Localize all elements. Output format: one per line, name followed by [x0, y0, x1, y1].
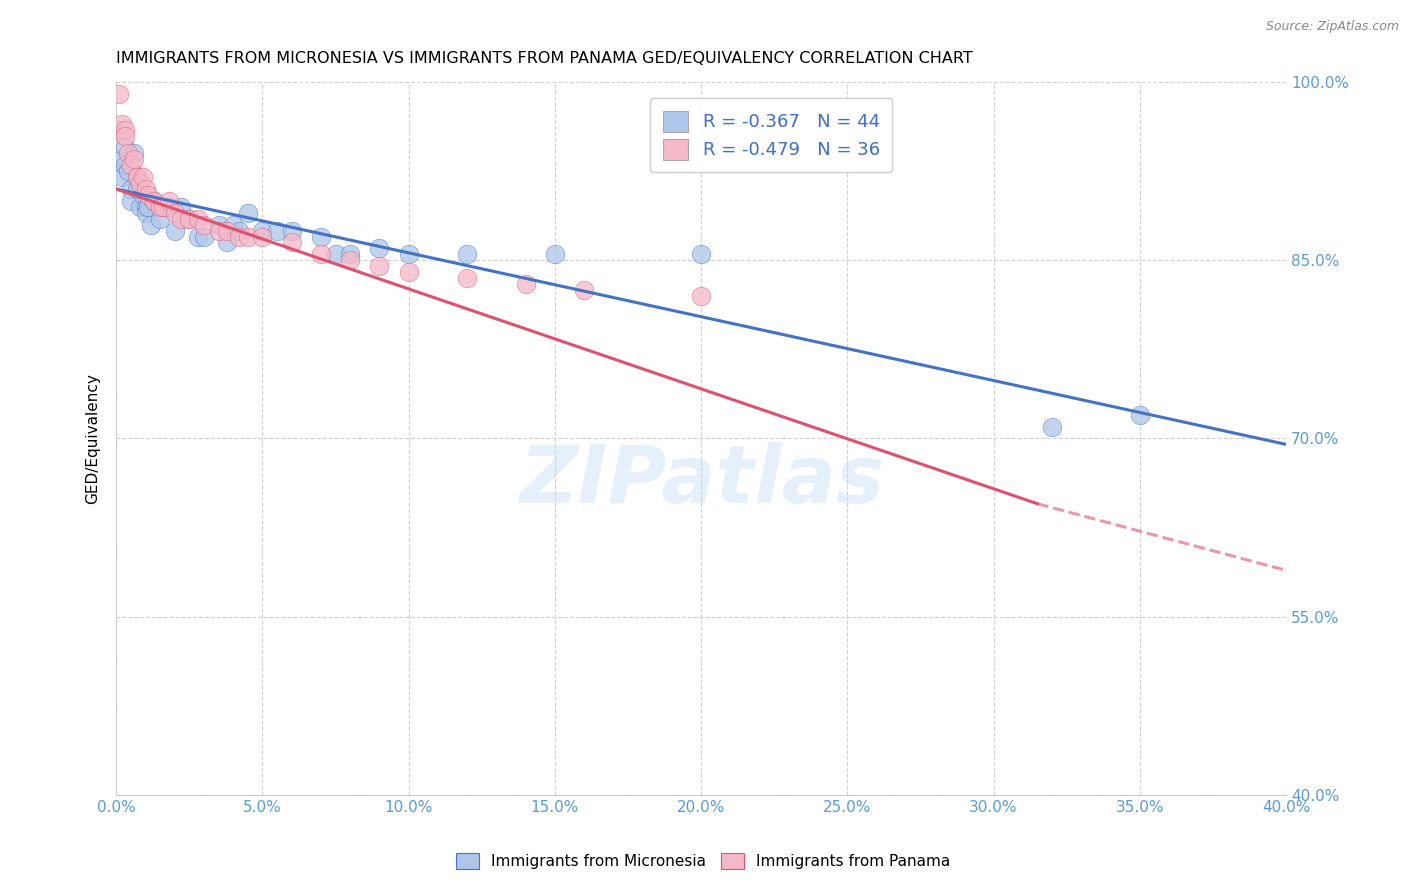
Point: [111, 153, 134, 167]
Point: [114, 128, 136, 143]
Point: [339, 247, 361, 261]
Point: [128, 200, 150, 214]
Point: [266, 223, 288, 237]
Point: [157, 200, 180, 214]
Point: [149, 211, 172, 226]
Point: [134, 182, 156, 196]
Point: [252, 229, 274, 244]
Point: [163, 223, 186, 237]
Point: [108, 87, 131, 101]
Point: [111, 170, 134, 185]
Point: [169, 200, 191, 214]
Point: [193, 229, 215, 244]
Point: [309, 229, 332, 244]
Point: [163, 206, 186, 220]
Point: [1129, 408, 1152, 422]
Point: [572, 283, 595, 297]
Point: [125, 182, 148, 196]
Point: [169, 211, 191, 226]
Text: IMMIGRANTS FROM MICRONESIA VS IMMIGRANTS FROM PANAMA GED/EQUIVALENCY CORRELATION: IMMIGRANTS FROM MICRONESIA VS IMMIGRANTS…: [117, 51, 973, 66]
Point: [339, 253, 361, 268]
Point: [217, 223, 239, 237]
Point: [222, 218, 245, 232]
Point: [207, 218, 229, 232]
Point: [143, 194, 166, 208]
Point: [690, 247, 713, 261]
Point: [128, 176, 150, 190]
Point: [309, 247, 332, 261]
Point: [125, 170, 148, 185]
Point: [280, 223, 302, 237]
Point: [228, 229, 250, 244]
Point: [114, 140, 136, 154]
Point: [157, 194, 180, 208]
Point: [122, 146, 145, 161]
Point: [280, 235, 302, 250]
Point: [108, 122, 131, 136]
Point: [152, 200, 174, 214]
Point: [1040, 419, 1063, 434]
Legend: R = -0.367   N = 44, R = -0.479   N = 36: R = -0.367 N = 44, R = -0.479 N = 36: [650, 98, 893, 172]
Point: [131, 188, 153, 202]
Point: [236, 206, 259, 220]
Point: [134, 206, 156, 220]
Point: [122, 153, 145, 167]
Point: [193, 218, 215, 232]
Legend: Immigrants from Micronesia, Immigrants from Panama: Immigrants from Micronesia, Immigrants f…: [450, 847, 956, 875]
Point: [207, 223, 229, 237]
Point: [138, 200, 160, 214]
Point: [515, 277, 537, 291]
Point: [134, 200, 156, 214]
Point: [456, 271, 478, 285]
Point: [368, 241, 391, 255]
Point: [120, 182, 142, 196]
Point: [114, 158, 136, 172]
Point: [138, 188, 160, 202]
Point: [117, 146, 139, 161]
Point: [228, 223, 250, 237]
Point: [187, 211, 209, 226]
Point: [131, 170, 153, 185]
Point: [187, 229, 209, 244]
Point: [398, 247, 420, 261]
Point: [125, 170, 148, 185]
Point: [149, 200, 172, 214]
Point: [179, 211, 201, 226]
Point: [690, 289, 713, 303]
Point: [114, 122, 136, 136]
Point: [236, 229, 259, 244]
Point: [368, 259, 391, 273]
Point: [152, 200, 174, 214]
Point: [252, 223, 274, 237]
Y-axis label: GED/Equivalency: GED/Equivalency: [86, 373, 100, 504]
Point: [398, 265, 420, 279]
Point: [120, 194, 142, 208]
Text: Source: ZipAtlas.com: Source: ZipAtlas.com: [1265, 20, 1399, 33]
Point: [456, 247, 478, 261]
Point: [325, 247, 347, 261]
Point: [141, 218, 163, 232]
Point: [120, 158, 142, 172]
Point: [179, 211, 201, 226]
Point: [544, 247, 567, 261]
Point: [143, 194, 166, 208]
Point: [217, 235, 239, 250]
Point: [111, 117, 134, 131]
Text: ZIPatlas: ZIPatlas: [519, 442, 883, 520]
Point: [117, 164, 139, 178]
